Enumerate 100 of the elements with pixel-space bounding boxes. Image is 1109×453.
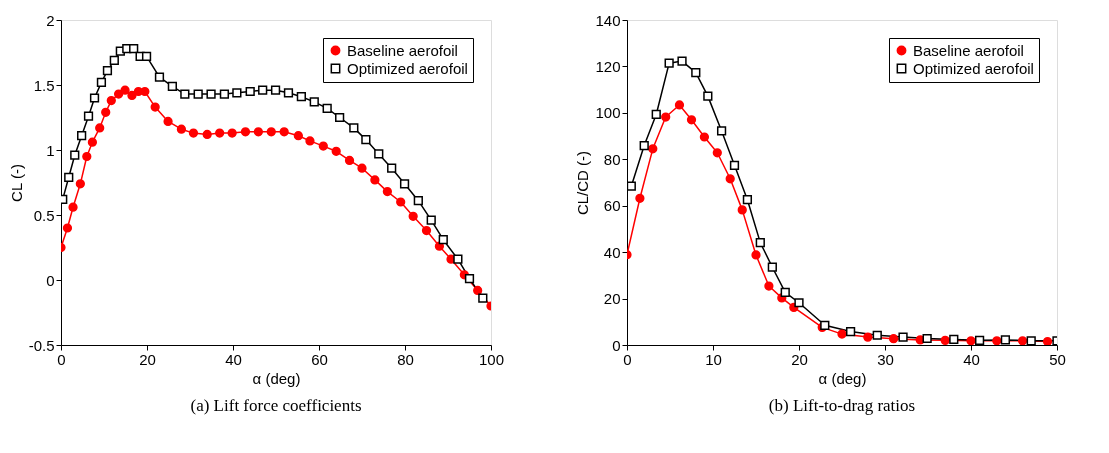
point — [627, 181, 636, 191]
point — [725, 174, 735, 184]
point — [270, 85, 281, 95]
point — [163, 116, 173, 127]
point — [154, 72, 165, 82]
point — [755, 238, 765, 248]
point — [109, 55, 119, 65]
point — [438, 235, 448, 245]
y-tick-label: -0.5 — [28, 336, 55, 354]
point — [215, 128, 225, 138]
point — [188, 128, 199, 138]
point — [258, 85, 268, 95]
point — [764, 281, 774, 291]
point — [661, 112, 671, 122]
y-tick-label: 20 — [603, 290, 621, 308]
legend-label: Optimized aerofoil — [913, 59, 1034, 77]
point — [966, 336, 976, 345]
point — [872, 330, 882, 340]
point — [408, 211, 418, 221]
point — [106, 95, 116, 106]
point — [83, 111, 94, 121]
y-tick-label: 60 — [603, 197, 621, 215]
x-tick-label: 60 — [311, 350, 328, 368]
point — [219, 89, 230, 99]
point — [253, 127, 263, 137]
point — [794, 298, 804, 308]
point — [1026, 336, 1036, 345]
point — [396, 197, 406, 207]
point — [127, 90, 137, 101]
point — [344, 155, 355, 166]
point — [940, 335, 950, 345]
point — [240, 127, 251, 137]
point — [639, 140, 649, 151]
x-axis-title: α (deg) — [818, 369, 867, 387]
y-tick-label: 40 — [603, 243, 621, 261]
point — [305, 136, 315, 146]
point — [767, 262, 777, 272]
point — [729, 160, 740, 170]
point — [87, 137, 98, 147]
point — [62, 223, 73, 233]
point — [101, 107, 111, 117]
point — [699, 132, 710, 142]
point — [374, 149, 384, 159]
point — [82, 151, 92, 162]
point — [434, 241, 445, 251]
x-tick-label: 0 — [57, 350, 66, 368]
point — [293, 131, 303, 141]
point — [318, 141, 328, 151]
point — [949, 334, 959, 345]
point — [64, 172, 74, 182]
point — [1000, 335, 1011, 345]
point — [279, 127, 289, 137]
point — [75, 179, 85, 189]
x-tick-label: 80 — [397, 350, 414, 368]
y-axis-title: CL (-) — [7, 164, 25, 202]
y-tick-label: 1.5 — [33, 76, 55, 94]
point — [309, 97, 319, 107]
point — [331, 146, 341, 156]
legend-label: Optimized aerofoil — [347, 59, 468, 77]
point — [686, 115, 697, 125]
point — [232, 88, 242, 98]
point — [426, 215, 436, 225]
point — [150, 102, 160, 112]
point — [370, 175, 380, 185]
y-tick-label: 140 — [595, 11, 621, 29]
x-axis-title: α (deg) — [252, 369, 301, 387]
point — [96, 77, 107, 88]
x-tick-label: 50 — [1049, 350, 1066, 368]
y-tick-label: 100 — [595, 104, 621, 122]
point — [296, 92, 306, 102]
point — [114, 89, 124, 99]
point — [357, 163, 367, 173]
point — [664, 58, 674, 68]
point — [453, 254, 463, 264]
point — [703, 91, 713, 101]
point — [478, 293, 488, 303]
point — [95, 123, 105, 133]
x-tick-label: 10 — [705, 350, 722, 368]
y-tick-label: 80 — [603, 150, 621, 168]
point — [167, 81, 177, 91]
point — [180, 89, 190, 99]
x-tick-label: 30 — [877, 350, 894, 368]
point — [1042, 336, 1053, 345]
point — [129, 43, 139, 54]
x-tick-label: 20 — [791, 350, 808, 368]
point — [77, 131, 87, 141]
point — [974, 335, 985, 345]
point — [677, 56, 687, 66]
y-tick-label: 0 — [612, 336, 621, 354]
point — [780, 287, 790, 297]
point — [227, 128, 237, 138]
point — [266, 127, 276, 137]
point — [651, 109, 661, 120]
point — [141, 51, 152, 62]
point — [992, 336, 1002, 345]
point — [361, 134, 371, 145]
legend-label: Baseline aerofoil — [347, 41, 458, 59]
point — [399, 179, 410, 189]
point — [70, 150, 80, 160]
text: (b) Lift-to-drag ratios — [768, 396, 916, 415]
